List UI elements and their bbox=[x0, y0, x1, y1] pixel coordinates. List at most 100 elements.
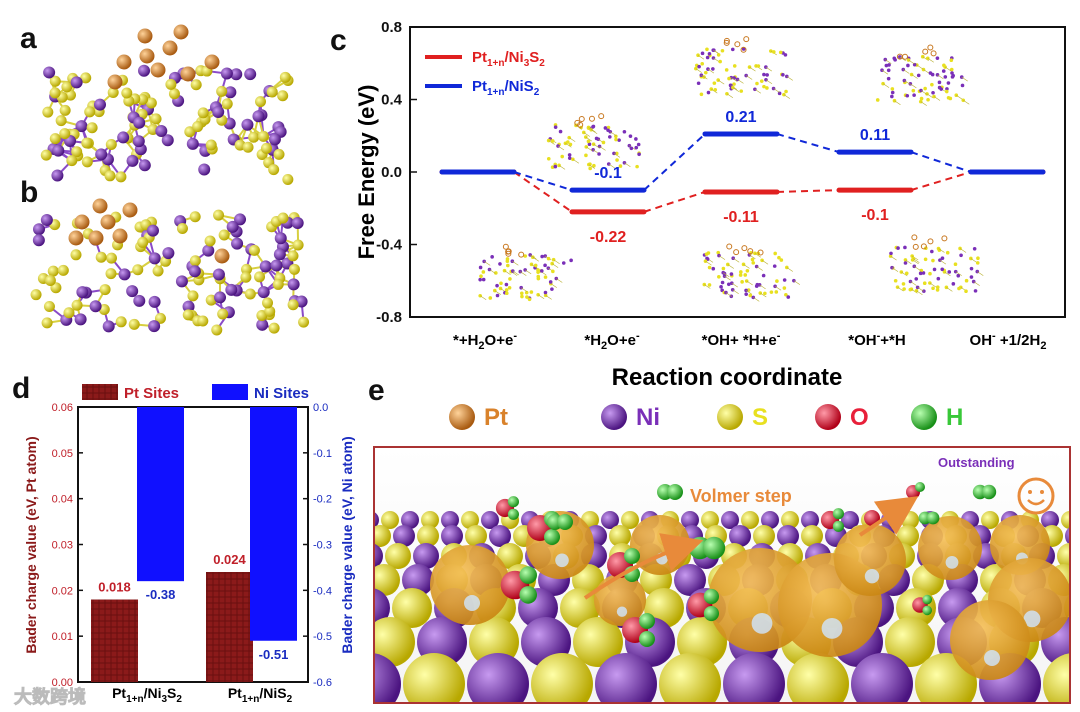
inset-atom bbox=[918, 99, 923, 104]
pt-atom bbox=[116, 54, 132, 70]
ni-atom bbox=[33, 223, 46, 236]
inset-atom bbox=[505, 263, 510, 268]
bader-ticks: 0.00 0.01 0.02 0.03 0.04 0.05 0.06 -0.6 -0.5 -0.4… bbox=[52, 402, 332, 689]
inset-atom bbox=[957, 286, 961, 291]
inset-atom bbox=[718, 59, 722, 64]
inset-bond bbox=[489, 269, 496, 274]
inset-atom bbox=[748, 293, 753, 298]
inset-atom bbox=[716, 250, 721, 255]
inset-atom bbox=[740, 280, 744, 284]
ni-atom bbox=[256, 318, 269, 331]
s-atom bbox=[105, 138, 117, 150]
inset-atom bbox=[949, 58, 954, 62]
inset-bond bbox=[545, 295, 552, 300]
inset-bond bbox=[718, 255, 726, 260]
energy-value-label: 0.11 bbox=[860, 127, 890, 144]
inset-atom bbox=[893, 278, 898, 283]
inset-atom bbox=[706, 90, 711, 95]
s-atom bbox=[81, 137, 93, 149]
ni-atom bbox=[51, 169, 64, 182]
inset-bond bbox=[588, 127, 595, 132]
s-atom bbox=[30, 289, 42, 301]
inset-atom bbox=[772, 264, 777, 268]
inset-atom bbox=[519, 291, 524, 296]
ni-atom bbox=[274, 232, 287, 245]
surface-ni-atom bbox=[489, 525, 511, 547]
legend-swatch-ni-sites bbox=[212, 384, 248, 400]
s-atom bbox=[115, 316, 127, 328]
ni-atom bbox=[70, 76, 83, 89]
inset-atom bbox=[707, 283, 712, 287]
s-atom bbox=[95, 251, 107, 263]
ni-atom bbox=[224, 86, 237, 99]
surface-ni-atom bbox=[375, 512, 379, 528]
inset-atom bbox=[729, 272, 734, 276]
s-atom bbox=[47, 265, 59, 277]
pt-atom bbox=[74, 214, 90, 230]
s-atom bbox=[121, 87, 133, 99]
s-atom bbox=[150, 113, 162, 125]
ni-sites-bar bbox=[137, 407, 184, 582]
inset-atom bbox=[525, 295, 529, 299]
inset-bond bbox=[881, 69, 889, 75]
pt-highlight bbox=[945, 556, 959, 569]
pt-highlight bbox=[464, 595, 480, 611]
inset-atom bbox=[603, 126, 608, 130]
energy-legend: Pt1+n/Ni3S2 Pt1+n/NiS2 bbox=[425, 49, 545, 98]
inset-pt-atom bbox=[723, 39, 730, 46]
surface-ni-atom bbox=[761, 511, 779, 529]
inset-atom bbox=[762, 84, 766, 89]
bader-left-tick-label: 0.03 bbox=[52, 540, 73, 552]
inset-bond bbox=[959, 248, 967, 253]
panel-b-letter: b bbox=[20, 176, 38, 209]
inset-atom bbox=[781, 73, 785, 77]
s-atom bbox=[277, 90, 289, 102]
inset-pt-atom bbox=[922, 48, 929, 55]
legend-atom-label: O bbox=[850, 404, 869, 431]
inset-bond bbox=[731, 77, 738, 82]
inset-pt-atom bbox=[741, 245, 748, 252]
inset-atom bbox=[919, 268, 924, 273]
pt-atom bbox=[214, 248, 230, 264]
legend-label-ni-sites: Ni Sites bbox=[254, 385, 309, 402]
inset-atom bbox=[741, 47, 746, 51]
inset-atom bbox=[904, 271, 909, 276]
surface-s-atom bbox=[781, 511, 799, 529]
energy-value-label: -0.11 bbox=[723, 209, 759, 226]
inset-bond bbox=[557, 145, 565, 151]
ni-atom bbox=[270, 259, 283, 272]
inset-pt-atom bbox=[588, 115, 595, 122]
ni-atom bbox=[148, 252, 161, 265]
bader-right-tick-label: -0.3 bbox=[313, 540, 332, 552]
inset-atom bbox=[969, 275, 974, 279]
inset-atom bbox=[732, 64, 737, 68]
inset-bond bbox=[901, 271, 908, 277]
ni-atom bbox=[287, 278, 300, 291]
pt-sites-bar bbox=[206, 572, 253, 682]
inset-bond bbox=[537, 294, 545, 300]
s-atom bbox=[189, 211, 201, 223]
inset-bond bbox=[891, 267, 899, 272]
s-atom bbox=[64, 89, 76, 101]
ni-atom bbox=[76, 286, 89, 299]
energy-x-tick-label: *OH+ *H+e- bbox=[702, 330, 781, 349]
inset-bond bbox=[897, 286, 904, 292]
inset-atom bbox=[546, 156, 551, 161]
inset-pt-atom bbox=[743, 36, 750, 43]
pt-atom bbox=[92, 198, 108, 214]
inset-atom bbox=[711, 67, 715, 71]
s-atom bbox=[216, 85, 228, 97]
ni-atom bbox=[175, 275, 188, 288]
inset-bond bbox=[521, 287, 528, 292]
ni-atom bbox=[226, 220, 239, 233]
s-atom bbox=[154, 312, 166, 324]
surface-ni-atom bbox=[674, 564, 706, 596]
inset-bond bbox=[520, 271, 527, 276]
ni-atom bbox=[257, 286, 270, 299]
inset-atom bbox=[540, 254, 544, 259]
pt-sites-bar bbox=[91, 599, 138, 682]
surface-pt-cluster bbox=[594, 574, 646, 626]
inset-bond bbox=[916, 64, 924, 70]
inset-atom bbox=[488, 296, 493, 300]
ni-atom bbox=[188, 265, 201, 278]
